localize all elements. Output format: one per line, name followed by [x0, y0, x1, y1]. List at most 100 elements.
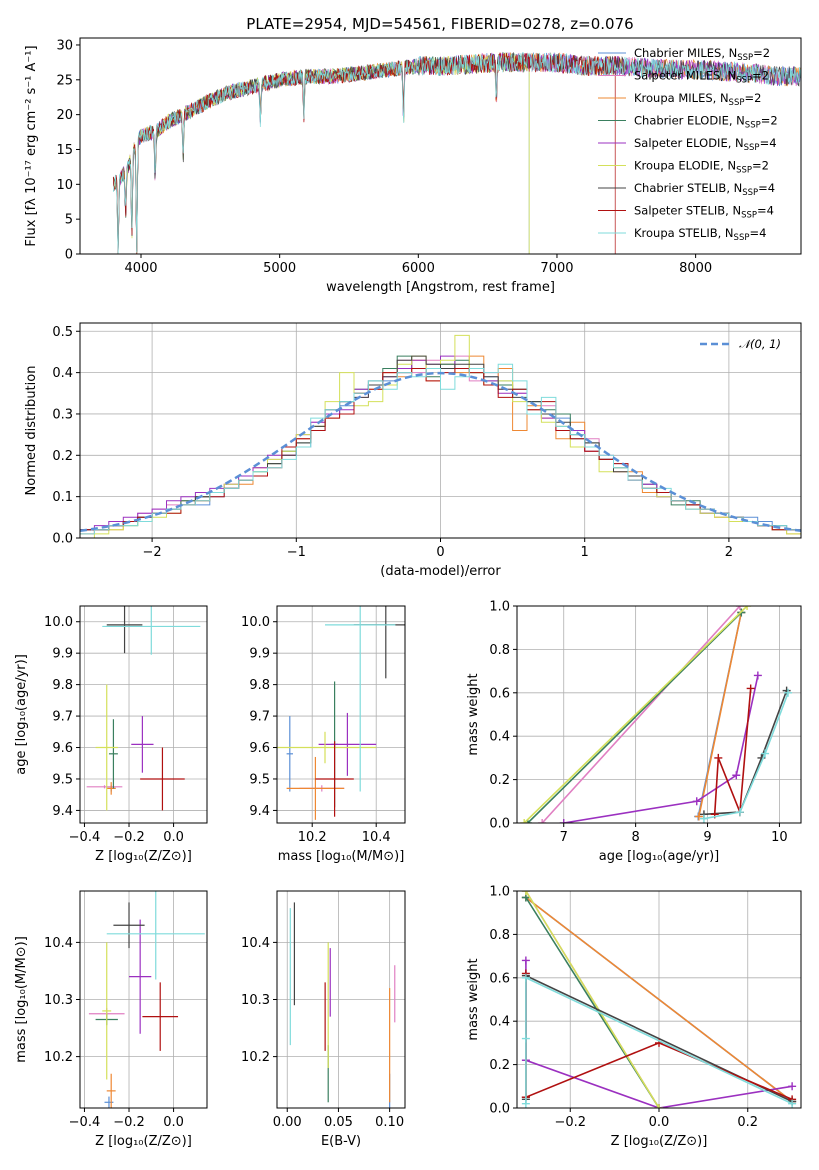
weight-series-line — [703, 692, 789, 820]
y-tick-label: 0.0 — [52, 532, 73, 547]
y-tick-label: 1.0 — [489, 885, 510, 900]
y-tick-label: 9.5 — [52, 772, 73, 787]
weight-point-marker — [743, 606, 752, 610]
plot-frame — [79, 322, 802, 539]
weight-series-line — [703, 690, 788, 816]
x-axis-label: mass [log₁₀(M/M⊙)] — [278, 849, 405, 864]
x-tick-label: −0.4 — [69, 1115, 101, 1130]
x-tick-label: −2 — [143, 545, 162, 560]
x-tick-label: 10.4 — [362, 830, 391, 845]
weight-point-marker — [784, 688, 793, 697]
x-tick-label: −1 — [287, 545, 306, 560]
y-tick-label: 0.4 — [52, 366, 73, 381]
x-tick-label: −0.4 — [69, 830, 101, 845]
spectrum-series-line — [112, 52, 616, 254]
weight-point-marker — [735, 808, 744, 817]
spectrum-legend: Chabrier MILES, NSSP=2 Salpeter MILES, NS… — [598, 46, 778, 243]
x-tick-label: 8000 — [679, 261, 712, 276]
weight-series-line — [698, 612, 743, 817]
mass-vs-z-panel: −0.4 −0.2 0.0 10.2 10.3 10.4 Z [log₁₀(Z/Z⊙)] ma… — [14, 890, 208, 1149]
y-tick-label: 0.0 — [489, 1102, 510, 1117]
x-tick-label: 0.0 — [163, 1115, 184, 1130]
x-tick-label: 6000 — [402, 261, 435, 276]
weight-point-marker — [521, 1099, 530, 1108]
weight-point-marker — [694, 812, 703, 821]
weight-point-marker — [559, 819, 568, 823]
x-axis-label: age [log₁₀(age/yr)] — [599, 849, 720, 864]
x-tick-label: 0 — [436, 545, 444, 560]
weight-series-line — [525, 896, 793, 1103]
y-axis-label: Normed distribution — [24, 366, 39, 496]
y-axis-label: mass weight — [466, 673, 481, 755]
x-tick-label: 0.0 — [163, 830, 184, 845]
weight-point-marker — [735, 606, 744, 610]
plot-frame — [516, 605, 802, 824]
legend-entry: Salpeter ELODIE, NSSP=4 — [634, 136, 777, 153]
y-tick-label: 9.8 — [52, 678, 73, 693]
y-tick-label: 0.3 — [52, 407, 73, 422]
mass-weight-vs-z-panel: −0.2 0.0 0.2 0.0 0.2 0.4 0.6 0.8 1.0 Z [log₁₀(Z/Z… — [466, 885, 802, 1149]
y-tick-label: 5 — [65, 213, 73, 228]
spectrum-series-line — [112, 51, 801, 254]
weight-point-marker — [753, 671, 762, 680]
legend-entry: Chabrier STELIB, NSSP=4 — [634, 181, 775, 198]
y-tick-label: 9.4 — [249, 804, 270, 819]
weight-series-line — [523, 606, 748, 823]
x-axis-label: Z [log₁₀(Z/Z⊙)] — [95, 1134, 192, 1149]
weight-point-marker — [520, 819, 529, 823]
weight-series-line — [525, 976, 793, 1105]
x-axis-label: (data-model)/error — [380, 564, 501, 579]
x-tick-label: 8 — [631, 830, 639, 845]
legend-entry: Kroupa MILES, NSSP=2 — [634, 91, 761, 108]
x-tick-label: 0.05 — [324, 1115, 353, 1130]
legend-entry: 𝒩(0, 1) — [739, 337, 781, 351]
x-tick-label: 5000 — [263, 261, 296, 276]
spectrum-series-line — [112, 51, 801, 252]
weight-point-marker — [521, 1034, 530, 1043]
y-tick-label: 9.9 — [52, 647, 73, 662]
y-tick-label: 0 — [65, 248, 73, 263]
y-tick-label: 10.0 — [241, 615, 270, 630]
y-tick-label: 15 — [56, 143, 73, 158]
y-axis-label: mass weight — [466, 958, 481, 1040]
residuals-panel: −2 −1 0 1 2 0.0 0.1 0.2 0.3 0.4 0.5 (data-model)/er… — [24, 322, 802, 579]
y-tick-label: 25 — [56, 73, 73, 88]
spectrum-panel: 4000 5000 6000 7000 8000 0 5 10 15 20 25 30 waveleng… — [24, 37, 802, 295]
weight-series-line — [541, 606, 741, 823]
x-tick-label: 0.0 — [649, 1115, 670, 1130]
y-tick-label: 9.5 — [249, 772, 270, 787]
x-tick-label: −0.2 — [113, 830, 145, 845]
y-tick-label: 0.6 — [489, 971, 510, 986]
weight-point-marker — [692, 797, 701, 806]
x-tick-label: −0.2 — [113, 1115, 145, 1130]
x-tick-label: 10.2 — [298, 830, 327, 845]
y-tick-label: 10.2 — [241, 1050, 270, 1065]
weight-point-marker — [732, 771, 741, 780]
plot-frame — [79, 890, 208, 1109]
weight-point-marker — [746, 684, 755, 693]
weight-point-marker — [788, 1082, 797, 1091]
weight-point-marker — [655, 1104, 663, 1108]
x-tick-label: 9 — [703, 830, 711, 845]
y-tick-label: 10.4 — [44, 936, 73, 951]
y-tick-label: 0.8 — [489, 643, 510, 658]
y-tick-label: 0.1 — [52, 490, 73, 505]
y-tick-label: 20 — [56, 108, 73, 123]
y-tick-label: 9.6 — [52, 741, 73, 756]
y-tick-label: 0.2 — [489, 1058, 510, 1073]
weight-series-line — [713, 688, 752, 815]
weight-point-marker — [788, 1099, 797, 1108]
figure-title: PLATE=2954, MJD=54561, FIBERID=0278, z=0… — [246, 15, 633, 33]
plot-frame — [79, 37, 802, 255]
y-tick-label: 1.0 — [489, 600, 510, 615]
spectrum-series-line — [112, 52, 801, 254]
y-tick-label: 0.0 — [489, 817, 510, 832]
weight-series-line — [527, 611, 742, 823]
spectrum-series-line — [112, 52, 801, 254]
legend-entry: Chabrier MILES, NSSP=2 — [634, 46, 770, 63]
y-tick-label: 9.4 — [52, 804, 73, 819]
x-axis-label: wavelength [Angstrom, rest frame] — [326, 280, 555, 295]
weight-point-marker — [761, 749, 770, 758]
y-axis-label: age [log₁₀(age/yr)] — [14, 654, 29, 775]
